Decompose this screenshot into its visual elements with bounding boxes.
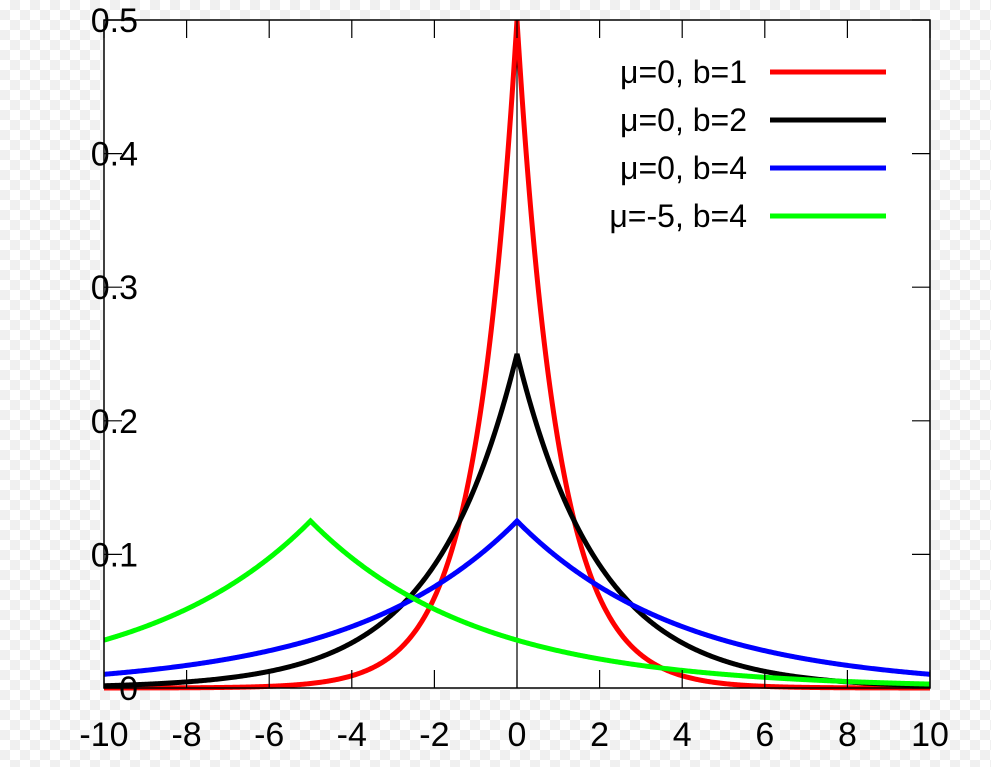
x-tick-label: 10: [911, 716, 949, 754]
x-tick-label: -8: [171, 716, 201, 754]
legend-label-4: μ=-5, b=4: [609, 198, 747, 234]
y-tick-label: 0: [119, 670, 138, 708]
legend: μ=0, b=1 μ=0, b=2 μ=0, b=4 μ=-5, b=4: [609, 54, 886, 234]
x-tick-label: 2: [590, 716, 609, 754]
y-tick-label: 0.3: [91, 269, 138, 307]
y-tick-label: 0.5: [91, 2, 138, 40]
series-line-4: [103, 517, 931, 687]
x-tick-label: 0: [508, 716, 527, 754]
series-line-3: [103, 517, 931, 677]
x-tick-label: -10: [79, 716, 128, 754]
x-tick-label: -6: [254, 716, 284, 754]
legend-label-2: μ=0, b=2: [620, 102, 747, 138]
x-tick-label: 6: [755, 716, 774, 754]
y-tick-label: 0.2: [91, 403, 138, 441]
x-tick-label: -4: [337, 716, 367, 754]
x-tick-label: 4: [673, 716, 692, 754]
tick-layer: [103, 19, 931, 689]
y-tick-label: 0.4: [91, 136, 138, 174]
axis-label-layer: -10 -8 -6 -4 -2 0 2 4 6 8 10 0 0.1 0.2 0.3 0.4 0.5: [79, 2, 948, 754]
x-tick-label: -2: [419, 716, 449, 754]
legend-label-1: μ=0, b=1: [620, 54, 747, 90]
legend-label-3: μ=0, b=4: [620, 150, 747, 186]
y-tick-label: 0.1: [91, 536, 138, 574]
series-line-2: [103, 353, 931, 689]
x-tick-label: 8: [838, 716, 857, 754]
